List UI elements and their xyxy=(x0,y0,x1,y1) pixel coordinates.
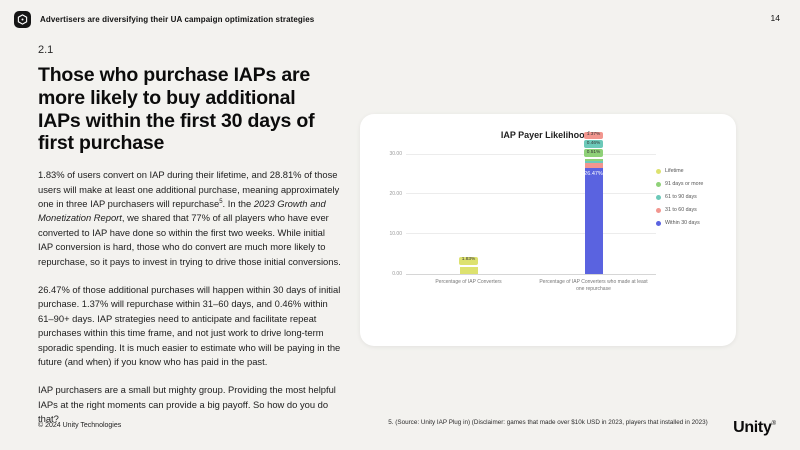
legend-item: 31 to 60 days xyxy=(656,207,722,213)
page-title: Those who purchase IAPs are more likely … xyxy=(38,64,315,155)
header: Advertisers are diversifying their UA ca… xyxy=(14,11,314,28)
legend-swatch xyxy=(656,220,661,226)
legend-label: Lifetime xyxy=(665,168,684,174)
registered-mark: ® xyxy=(771,421,776,427)
y-tick-label: 10.00 xyxy=(389,230,402,237)
bar-column: 1.83% xyxy=(406,154,531,274)
chart-plot: 30.00 20.00 10.00 0.00 1.83% 1.37% 0.46% 0.51% 2… xyxy=(389,131,656,277)
bar-label-cluster: 1.83% xyxy=(459,256,478,265)
content-column: 2.1 Those who purchase IAPs are more lik… xyxy=(38,44,342,441)
chart-legend: Lifetime 91 days or more 61 to 90 days 31 t… xyxy=(656,154,722,293)
page-number: 14 xyxy=(770,13,780,23)
legend-swatch xyxy=(656,207,661,213)
header-title: Advertisers are diversifying their UA ca… xyxy=(40,15,315,24)
bar-value-chip: 1.83% xyxy=(459,256,478,265)
legend-label: 61 to 90 days xyxy=(665,194,697,200)
body-paragraphs: 1.83% of users convert on IAP during the… xyxy=(38,168,342,426)
plot-outer: 30.00 20.00 10.00 0.00 1.83% 1.37% 0.46% 0.51% 2… xyxy=(374,131,656,293)
body-paragraph: 1.83% of users convert on IAP during the… xyxy=(38,169,341,267)
body-paragraph: 26.47% of those additional purchases wil… xyxy=(38,283,341,367)
bar-segment-within-30-days: 26.47% xyxy=(584,168,603,274)
unity-brand: Unity ® xyxy=(733,419,776,437)
body-paragraph: IAP purchasers are a small but mighty gr… xyxy=(38,384,336,425)
legend-item: 61 to 90 days xyxy=(656,194,722,200)
legend-swatch xyxy=(656,181,661,187)
gridline xyxy=(406,233,656,235)
bar-stack: 26.47% xyxy=(584,158,603,274)
bars: 1.83% 1.37% 0.46% 0.51% 26.47% xyxy=(406,131,656,274)
bar-stack xyxy=(459,266,478,274)
gridline xyxy=(406,193,656,195)
legend-item: Within 30 days xyxy=(656,220,722,226)
hexagon-icon xyxy=(17,14,28,25)
bar-value-label: 26.47% xyxy=(584,171,603,178)
footer-copyright: © 2024 Unity Technologies xyxy=(38,422,122,429)
y-tick-label: 30.00 xyxy=(389,151,402,157)
x-axis-labels: Percentage of IAP Converters Percentage o… xyxy=(406,274,656,293)
legend-label: 31 to 60 days xyxy=(665,207,697,213)
x-axis-label: Percentage of IAP Converters xyxy=(435,279,502,285)
gridline xyxy=(406,153,656,155)
gridline xyxy=(406,273,656,275)
section-number: 2.1 xyxy=(38,44,54,56)
bar-segment-lifetime xyxy=(459,266,478,274)
report-logo-icon xyxy=(14,11,31,28)
x-axis-label: Percentage of IAP Converters who made at… xyxy=(539,279,648,292)
bar-segment-61-to-90-days xyxy=(584,160,603,163)
legend-item: Lifetime xyxy=(656,168,722,174)
legend-label: 91 days or more xyxy=(665,181,704,187)
footnote: 5. (Source: Unity IAP Plug in) (Disclaim… xyxy=(388,419,708,426)
bar-value-chip: 0.46% xyxy=(584,140,603,149)
unity-wordmark: Unity xyxy=(733,419,772,436)
chart-title: IAP Payer Likelihoods xyxy=(500,130,596,140)
legend-swatch xyxy=(656,194,661,200)
legend-item: 91 days or more xyxy=(656,181,722,187)
y-tick-label: 0.00 xyxy=(392,271,402,277)
legend-label: Within 30 days xyxy=(665,220,700,226)
bar-column: 1.37% 0.46% 0.51% 26.47% xyxy=(531,131,656,274)
bar-value-chip: 0.51% xyxy=(584,149,603,157)
bar-segment-31-to-60-days xyxy=(584,162,603,169)
bar-label-cluster: 1.37% 0.46% 0.51% xyxy=(584,131,603,157)
legend-swatch xyxy=(656,168,661,174)
bar-value-chip: 1.37% xyxy=(584,131,603,140)
y-tick-label: 20.00 xyxy=(389,190,402,197)
chart-body: 30.00 20.00 10.00 0.00 1.83% 1.37% 0.46% 0.51% 2… xyxy=(374,131,722,293)
bar-segment-91-days-or-more xyxy=(584,158,603,161)
chart-card: IAP Payer Likelihoods 30.00 20.00 10.00 0.0… xyxy=(360,114,736,346)
